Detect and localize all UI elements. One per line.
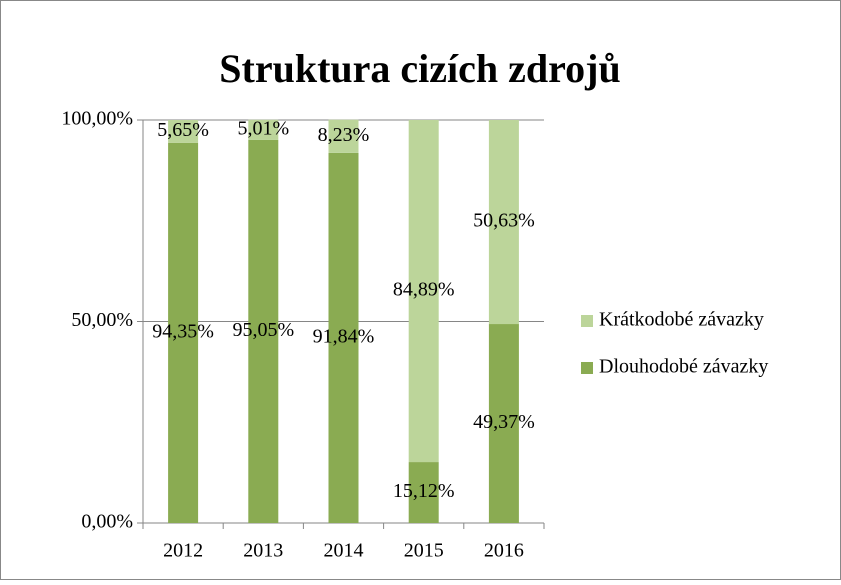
data-label: 5,01% [237, 117, 289, 139]
legend-swatch [581, 315, 593, 327]
bar-segment [488, 324, 519, 523]
y-tick-label: 100,00% [61, 108, 133, 130]
x-tick-label: 2014 [324, 540, 364, 562]
y-tick-label: 0,00% [81, 511, 133, 533]
x-tick-label: 2015 [404, 540, 444, 562]
chart-title: Struktura cizích zdrojů [219, 46, 620, 91]
bar-segment [248, 139, 279, 524]
bar-segment [488, 120, 519, 325]
data-label: 49,37% [473, 411, 535, 433]
legend-label: Dlouhodobé závazky [599, 356, 768, 378]
bar-segment [408, 119, 439, 463]
legend-label: Krátkodobé závazky [599, 309, 764, 331]
data-label: 5,65% [157, 119, 209, 141]
data-label: 91,84% [313, 326, 375, 348]
bar-segment [328, 119, 359, 153]
y-tick-label: 50,00% [71, 309, 133, 331]
data-label: 95,05% [232, 319, 294, 341]
data-label: 50,63% [473, 210, 535, 232]
bar-segment [328, 152, 359, 523]
legend-swatch [581, 362, 593, 374]
x-tick-label: 2016 [484, 540, 524, 562]
bar-segment [408, 462, 439, 523]
bar-segment [248, 119, 279, 140]
data-label: 8,23% [318, 124, 370, 146]
data-label: 15,12% [393, 480, 455, 502]
bar-segment [168, 142, 199, 523]
x-tick-label: 2012 [163, 540, 203, 562]
x-tick-label: 2013 [243, 540, 283, 562]
bar-segment [168, 120, 199, 143]
data-label: 94,35% [152, 320, 214, 342]
data-label: 84,89% [393, 279, 455, 301]
